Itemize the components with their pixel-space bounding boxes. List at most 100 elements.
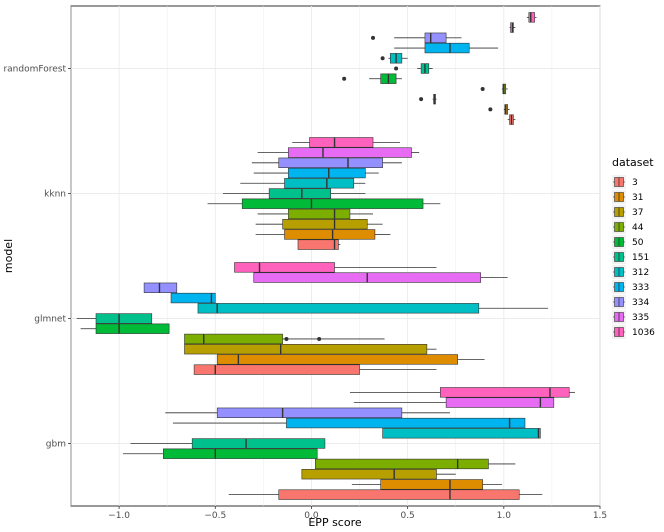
box-body xyxy=(95,313,153,324)
box-kknn-50 xyxy=(207,198,441,209)
outlier-point xyxy=(394,66,399,71)
box-body xyxy=(191,438,326,449)
box-body xyxy=(197,303,480,314)
box-randomForest-1036 xyxy=(526,12,537,23)
box-body xyxy=(170,292,216,304)
box-body xyxy=(301,469,437,480)
legend-label: 333 xyxy=(632,283,649,293)
legend-item-312: 312 xyxy=(612,265,649,279)
x-axis-title: EPP score xyxy=(308,516,362,529)
box-kknn-312 xyxy=(240,178,366,189)
box-randomForest-312 xyxy=(380,53,408,64)
legend-item-31: 31 xyxy=(612,190,643,204)
box-gbm-3 xyxy=(228,489,543,500)
box-kknn-151 xyxy=(222,188,366,199)
box-gbm-37 xyxy=(301,469,456,480)
box-body xyxy=(278,489,520,500)
box-kknn-1036 xyxy=(292,137,400,148)
box-glmnet-334 xyxy=(143,282,178,293)
box-randomForest-334 xyxy=(371,32,462,43)
legend-item-335: 335 xyxy=(612,310,649,324)
outlier-point xyxy=(488,107,493,112)
legend: dataset 3 31 37 44 50 151 312 333 334 335 1036 xyxy=(612,156,655,339)
box-kknn-37 xyxy=(255,219,383,230)
box-body xyxy=(193,364,360,375)
outlier-point xyxy=(342,76,347,81)
box-glmnet-31 xyxy=(216,354,485,365)
box-gbm-334 xyxy=(165,407,450,418)
box-glmnet-50 xyxy=(80,323,170,334)
legend-label: 335 xyxy=(632,313,649,323)
box-gbm-1036 xyxy=(349,387,575,398)
box-glmnet-333 xyxy=(170,292,216,304)
box-randomForest-31 xyxy=(488,104,510,115)
box-body xyxy=(163,448,318,459)
legend-label: 1036 xyxy=(632,328,655,338)
y-axis-title: model xyxy=(2,239,15,273)
box-gbm-312 xyxy=(382,428,541,439)
box-randomForest-335 xyxy=(509,22,516,33)
legend-label: 31 xyxy=(632,193,643,203)
box-body xyxy=(286,417,526,429)
outlier-point xyxy=(371,35,376,40)
legend-item-50: 50 xyxy=(612,235,644,249)
box-body xyxy=(528,12,535,23)
y-axis: randomForest kknn glmnet gbm xyxy=(3,65,71,450)
box-body xyxy=(241,198,424,209)
y-tick-label: glmnet xyxy=(34,315,66,325)
box-gbm-335 xyxy=(353,397,555,408)
box-body xyxy=(309,137,374,148)
x-tick-label: 0.0 xyxy=(304,511,319,521)
box-body xyxy=(424,32,447,43)
box-randomForest-50 xyxy=(342,73,402,84)
outlier-point xyxy=(284,336,289,341)
box-kknn-3 xyxy=(297,239,341,250)
legend-label: 312 xyxy=(632,268,649,278)
box-body xyxy=(284,229,376,240)
box-gbm-333 xyxy=(172,417,526,429)
legend-item-334: 334 xyxy=(612,295,649,309)
box-glmnet-1036 xyxy=(234,262,437,273)
x-tick-label: −1.0 xyxy=(108,511,130,521)
legend-label: 3 xyxy=(632,178,638,188)
outlier-point xyxy=(317,336,322,341)
box-glmnet-3 xyxy=(193,364,437,375)
legend-label: 37 xyxy=(632,208,643,218)
legend-label: 44 xyxy=(632,223,644,233)
box-gbm-44 xyxy=(315,458,516,470)
x-tick-label: 1.0 xyxy=(497,511,512,521)
legend-item-37: 37 xyxy=(612,205,643,219)
y-tick-label: gbm xyxy=(46,440,66,450)
y-tick-label: kknn xyxy=(44,190,66,200)
box-body xyxy=(297,239,339,250)
box-kknn-334 xyxy=(251,157,402,168)
box-body xyxy=(288,167,366,179)
box-glmnet-312 xyxy=(197,303,549,314)
outlier-point xyxy=(380,56,385,61)
box-body xyxy=(278,157,383,168)
box-randomForest-3 xyxy=(507,114,516,125)
box-gbm-151 xyxy=(130,438,326,449)
box-body xyxy=(216,354,458,365)
box-glmnet-335 xyxy=(253,272,508,283)
box-body xyxy=(315,458,489,470)
legend-item-3: 3 xyxy=(612,175,638,189)
box-kknn-333 xyxy=(253,167,379,179)
box-glmnet-37 xyxy=(184,344,437,355)
legend-item-1036: 1036 xyxy=(612,325,655,339)
box-body xyxy=(268,188,331,199)
box-body xyxy=(143,282,178,293)
box-body xyxy=(184,344,428,355)
legend-item-333: 333 xyxy=(612,280,649,294)
legend-label: 151 xyxy=(632,253,649,263)
box-body xyxy=(288,208,351,220)
box-body xyxy=(440,387,570,398)
x-tick-label: 1.5 xyxy=(593,511,607,521)
box-body xyxy=(424,42,470,54)
legend-item-44: 44 xyxy=(612,220,644,234)
box-body xyxy=(284,178,355,189)
box-layer xyxy=(76,12,575,500)
box-randomForest-151 xyxy=(394,63,433,74)
box-body xyxy=(288,147,412,158)
